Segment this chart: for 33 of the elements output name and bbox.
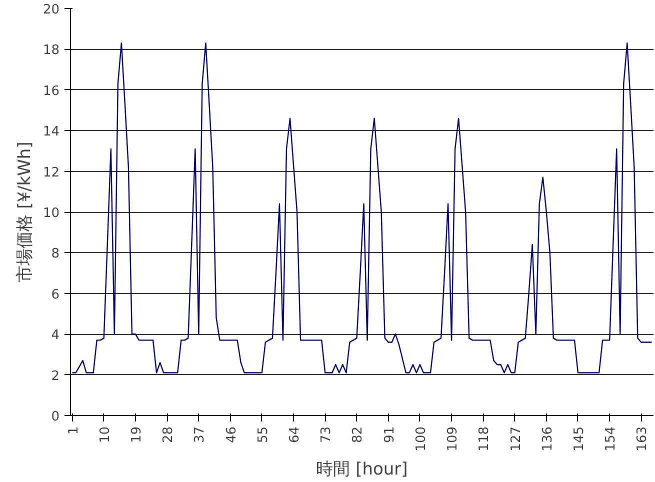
x-tick-label: 64 [288,426,303,444]
x-tick-label: 118 [477,426,492,452]
x-tick-label: 136 [540,426,556,452]
x-axis-title: 時間 [hour] [316,459,408,480]
x-tick-label: 46 [224,426,240,444]
x-tick-label: 109 [446,426,461,452]
x-tick-label: 28 [161,426,176,444]
y-tick-label: 6 [51,287,60,302]
x-tick-label: 37 [192,426,208,444]
y-tick-label: 0 [51,410,60,424]
y-tick-label: 18 [42,43,60,58]
x-tick-label: 100 [414,426,429,452]
y-axis-title: 市場価格 [¥/kWh] [14,142,35,282]
x-tick-label: 10 [98,426,113,444]
y-tick-label: 16 [42,84,60,99]
y-tick-label: 8 [51,246,60,262]
x-tick-label: 73 [319,426,334,444]
y-tick-label: 20 [42,2,60,18]
x-tick-label: 1 [66,426,82,435]
x-tick-label: 55 [256,426,271,444]
x-tick-label: 91 [382,426,398,444]
x-tick-label: 82 [350,426,366,444]
x-tick-label: 145 [572,426,587,452]
y-tick-label: 4 [51,328,60,344]
y-tick-label: 12 [42,165,60,180]
y-tick-label: 10 [42,206,60,221]
x-tick-label: 154 [604,426,619,452]
x-tick-label: 19 [129,426,144,444]
x-tick-label: 127 [508,426,524,452]
y-tick-label: 2 [51,368,60,384]
x-tick-label: 163 [635,426,650,452]
line-series [72,42,652,374]
y-tick-label: 14 [42,124,60,140]
